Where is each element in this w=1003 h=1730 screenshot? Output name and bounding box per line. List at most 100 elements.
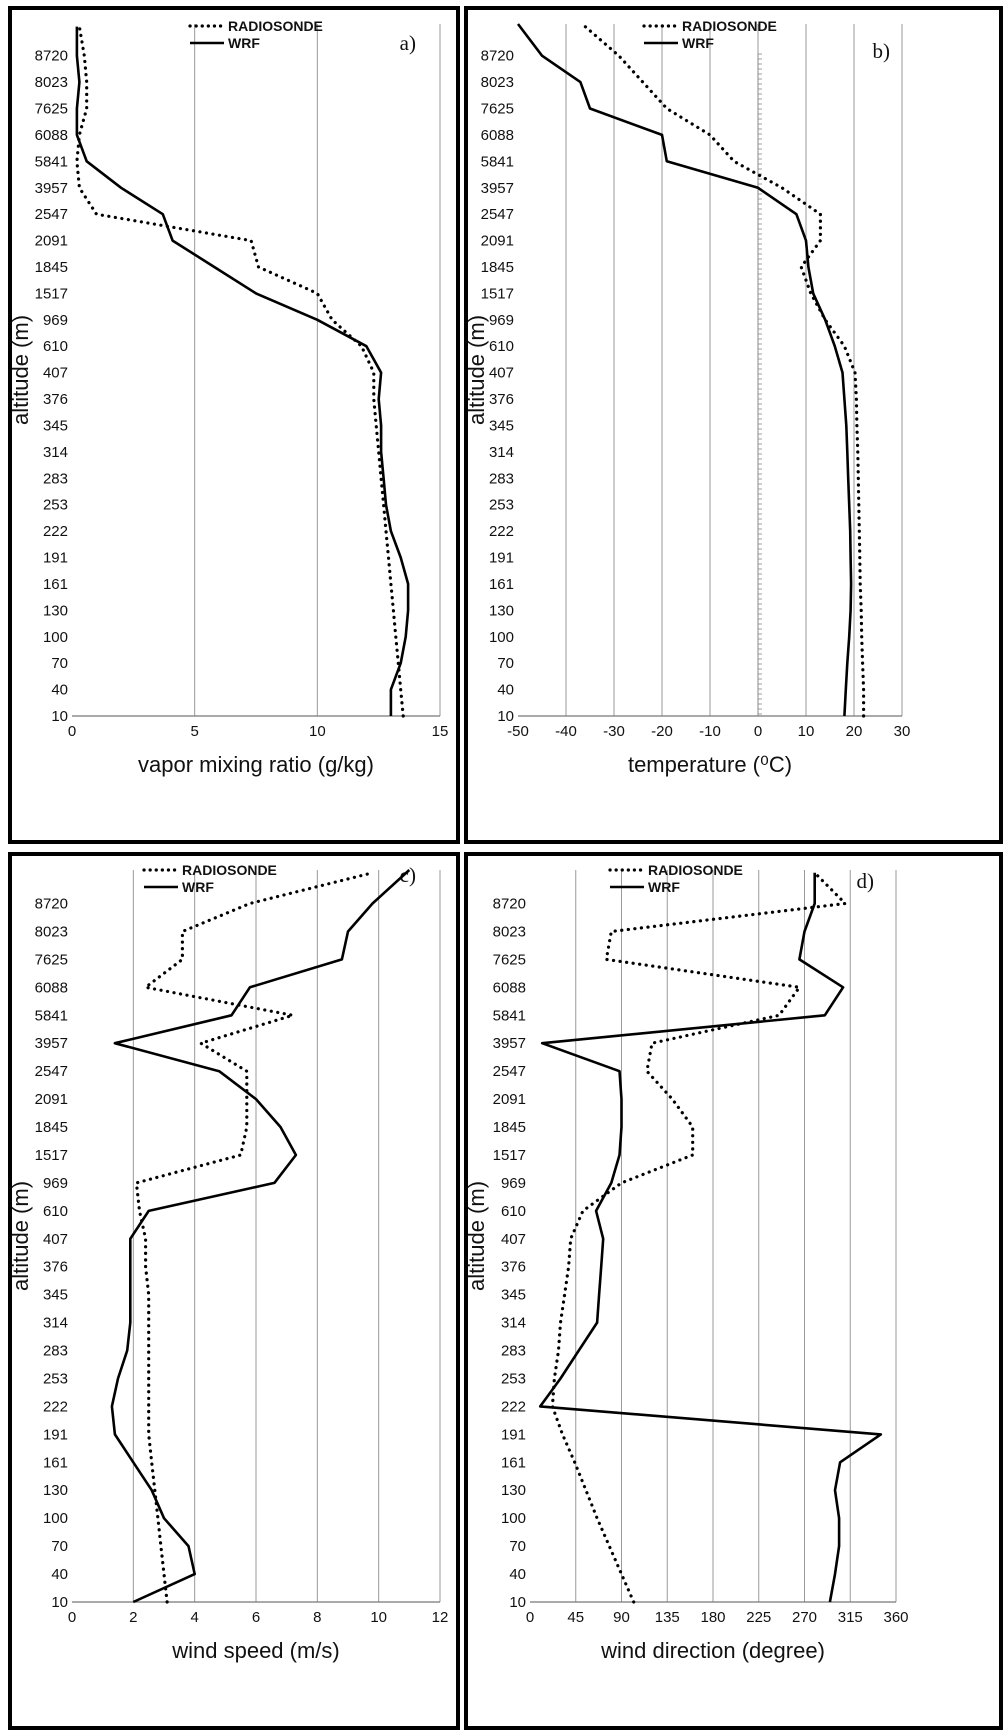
chart-a-y-tick-label: 70 [51,655,68,672]
chart-d-svg: 0 45 90 135 180 225 270 315 360 10 40 70 100 130 161 19… [468,862,909,1663]
chart-a-y-tick-label: 253 [43,497,68,514]
chart-d-x-tick-label: 0 [526,1609,534,1626]
chart-d-x-tick-label: 135 [655,1609,680,1626]
chart-a-y-tick-label: 8720 [35,48,68,65]
chart-b-legend-label: WRF [682,35,714,51]
chart-c-y-tick-label: 1517 [35,1147,68,1164]
chart-a-y-tick-label: 345 [43,417,68,434]
chart-c-y-tick-label: 161 [43,1454,68,1471]
chart-c-series-radiosonde-line [134,871,375,1604]
chart-a-y-tick-label: 376 [43,391,68,408]
chart-b-y-axis-title: altitude (m) [468,315,489,425]
chart-b-y-tick-label: 314 [489,444,514,461]
chart-b-x-tick-label: -10 [699,723,721,740]
chart-d-y-tick-label: 10 [509,1594,526,1611]
chart-b-y-tick-label: 376 [489,391,514,408]
chart-b-x-tick-label: 10 [798,723,815,740]
chart-d-y-tick-label: 407 [501,1231,526,1248]
chart-c-y-tick-label: 8023 [35,923,68,940]
chart-c-x-tick-label: 8 [313,1609,321,1626]
chart-a-y-tick-label: 7625 [35,101,68,118]
chart-b-y-tick-label: 161 [489,576,514,593]
chart-d-panel-label: d) [857,869,875,893]
chart-a-y-tick-label: 8023 [35,74,68,91]
chart-b-y-tick-label: 345 [489,417,514,434]
chart-c-y-tick-label: 130 [43,1482,68,1499]
chart-c-panel-label: c) [400,863,416,887]
chart-a-y-tick-label: 969 [43,312,68,329]
chart-d-y-tick-label: 969 [501,1175,526,1192]
chart-a-x-tick-label: 5 [190,723,198,740]
chart-b-svg: -50 -40 -30 -20 -10 0 10 20 30 10 40 70 100 130 161 191… [468,18,911,777]
chart-d-series-radiosonde-line [550,871,847,1604]
chart-d-y-tick-label: 3957 [493,1035,526,1052]
chart-d-y-tick-label: 1517 [493,1147,526,1164]
chart-b-series-wrf-line [516,23,853,717]
chart-a-y-tick-label: 283 [43,470,68,487]
chart-b-legend-label: RADIOSONDE [682,18,777,34]
chart-d-x-tick-label: 315 [838,1609,863,1626]
chart-c-x-tick-label: 10 [370,1609,387,1626]
chart-b-y-tick-label: 10 [497,708,514,725]
chart-d-legend-label: RADIOSONDE [648,862,743,878]
chart-c-y-tick-label: 191 [43,1426,68,1443]
chart-c-y-axis-title: altitude (m) [12,1181,33,1291]
chart-b-y-tick-label: 969 [489,312,514,329]
chart-b-y-tick-label: 7625 [481,101,514,118]
chart-panel-c: 0 2 4 6 8 10 12 10 40 70 100 130 161 191 222 253 283 314 3… [8,852,460,1730]
chart-a-series-wrf-line [75,26,410,716]
chart-d-x-tick-label: 90 [613,1609,630,1626]
chart-d-series-wrf-line [538,872,883,1603]
chart-d-x-axis-title: wind direction (degree) [600,1638,825,1663]
chart-d-y-tick-label: 345 [501,1287,526,1304]
chart-d-y-tick-label: 314 [501,1315,526,1332]
chart-c-y-tick-label: 2091 [35,1091,68,1108]
chart-d-y-tick-label: 6088 [493,979,526,996]
chart-a-y-tick-label: 1845 [35,259,68,276]
chart-b-y-tick-label: 2547 [481,206,514,223]
chart-a-y-tick-label: 222 [43,523,68,540]
chart-c-y-tick-label: 3957 [35,1035,68,1052]
chart-c-y-tick-label: 2547 [35,1063,68,1080]
chart-b-x-tick-label: -30 [603,723,625,740]
chart-c-legend-label: RADIOSONDE [182,862,277,878]
chart-d-y-tick-label: 5841 [493,1007,526,1024]
chart-d-y-tick-label: 222 [501,1398,526,1415]
chart-d-y-tick-label: 8720 [493,896,526,913]
chart-c-y-tick-label: 6088 [35,979,68,996]
chart-d-y-tick-label: 2547 [493,1063,526,1080]
chart-a-y-tick-label: 1517 [35,285,68,302]
chart-d-x-tick-label: 180 [700,1609,725,1626]
chart-b-x-tick-label: 20 [846,723,863,740]
chart-a-y-tick-label: 130 [43,602,68,619]
chart-panel-a: 0 5 10 15 10 40 70 100 130 161 191 222 253 283 314 345 3… [8,6,460,844]
chart-b-x-tick-label: -50 [507,723,529,740]
chart-c-y-tick-label: 376 [43,1259,68,1276]
chart-b-y-tick-label: 8720 [481,48,514,65]
chart-b-y-tick-label: 253 [489,497,514,514]
chart-a-y-tick-label: 2547 [35,206,68,223]
chart-c-y-tick-label: 407 [43,1231,68,1248]
chart-a-y-tick-label: 10 [51,708,68,725]
chart-a-y-tick-label: 314 [43,444,68,461]
chart-c-y-tick-label: 5841 [35,1007,68,1024]
chart-a-y-tick-label: 161 [43,576,68,593]
chart-a-y-axis-title: altitude (m) [12,315,33,425]
chart-d-y-tick-label: 376 [501,1259,526,1276]
chart-c-y-tick-label: 70 [51,1538,68,1555]
chart-c-x-tick-label: 0 [68,1609,76,1626]
chart-d-y-tick-label: 283 [501,1343,526,1360]
chart-a-y-tick-label: 6088 [35,127,68,144]
chart-b-y-tick-label: 2091 [481,233,514,250]
chart-b-y-tick-label: 5841 [481,153,514,170]
chart-b-x-axis-title: temperature (⁰C) [628,752,792,777]
chart-b-y-tick-label: 407 [489,365,514,382]
chart-d-y-tick-label: 40 [509,1566,526,1583]
chart-d-x-tick-label: 225 [746,1609,771,1626]
chart-a-legend-label: RADIOSONDE [228,18,323,34]
chart-d-y-axis-title: altitude (m) [468,1181,489,1291]
chart-a-legend-label: WRF [228,35,260,51]
chart-b-x-tick-label: 30 [894,723,911,740]
chart-b-y-tick-label: 1845 [481,259,514,276]
chart-c-x-tick-label: 6 [252,1609,260,1626]
